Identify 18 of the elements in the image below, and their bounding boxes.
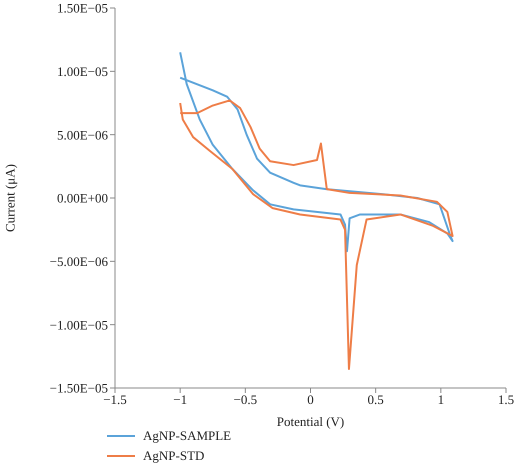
y-tick-label: 1.00E−05 [56,64,108,79]
line-series [179,51,454,252]
x-tick-label: 1.5 [498,392,514,408]
x-axis-title: Potential (V) [276,414,344,429]
x-tick-label: −0.5 [234,392,258,408]
x-tick-label: 0 [307,392,314,408]
x-tick-label: −1 [173,392,188,408]
legend-label: AgNP-SAMPLE [143,428,232,444]
y-tick-label: −5.00E−06 [50,254,108,269]
y-tick-label: 1.50E−05 [56,0,108,16]
x-tick-label: 0.5 [368,392,384,408]
x-tick-label: 1 [438,392,444,408]
line-series [179,99,454,370]
y-axis-title: Current (μA) [2,164,18,232]
legend-label: AgNP-STD [143,448,204,464]
y-tick-label: −1.00E−05 [50,317,108,332]
y-tick-label: 0.00E+00 [56,190,108,206]
y-tick-label: 5.00E−06 [56,127,108,142]
